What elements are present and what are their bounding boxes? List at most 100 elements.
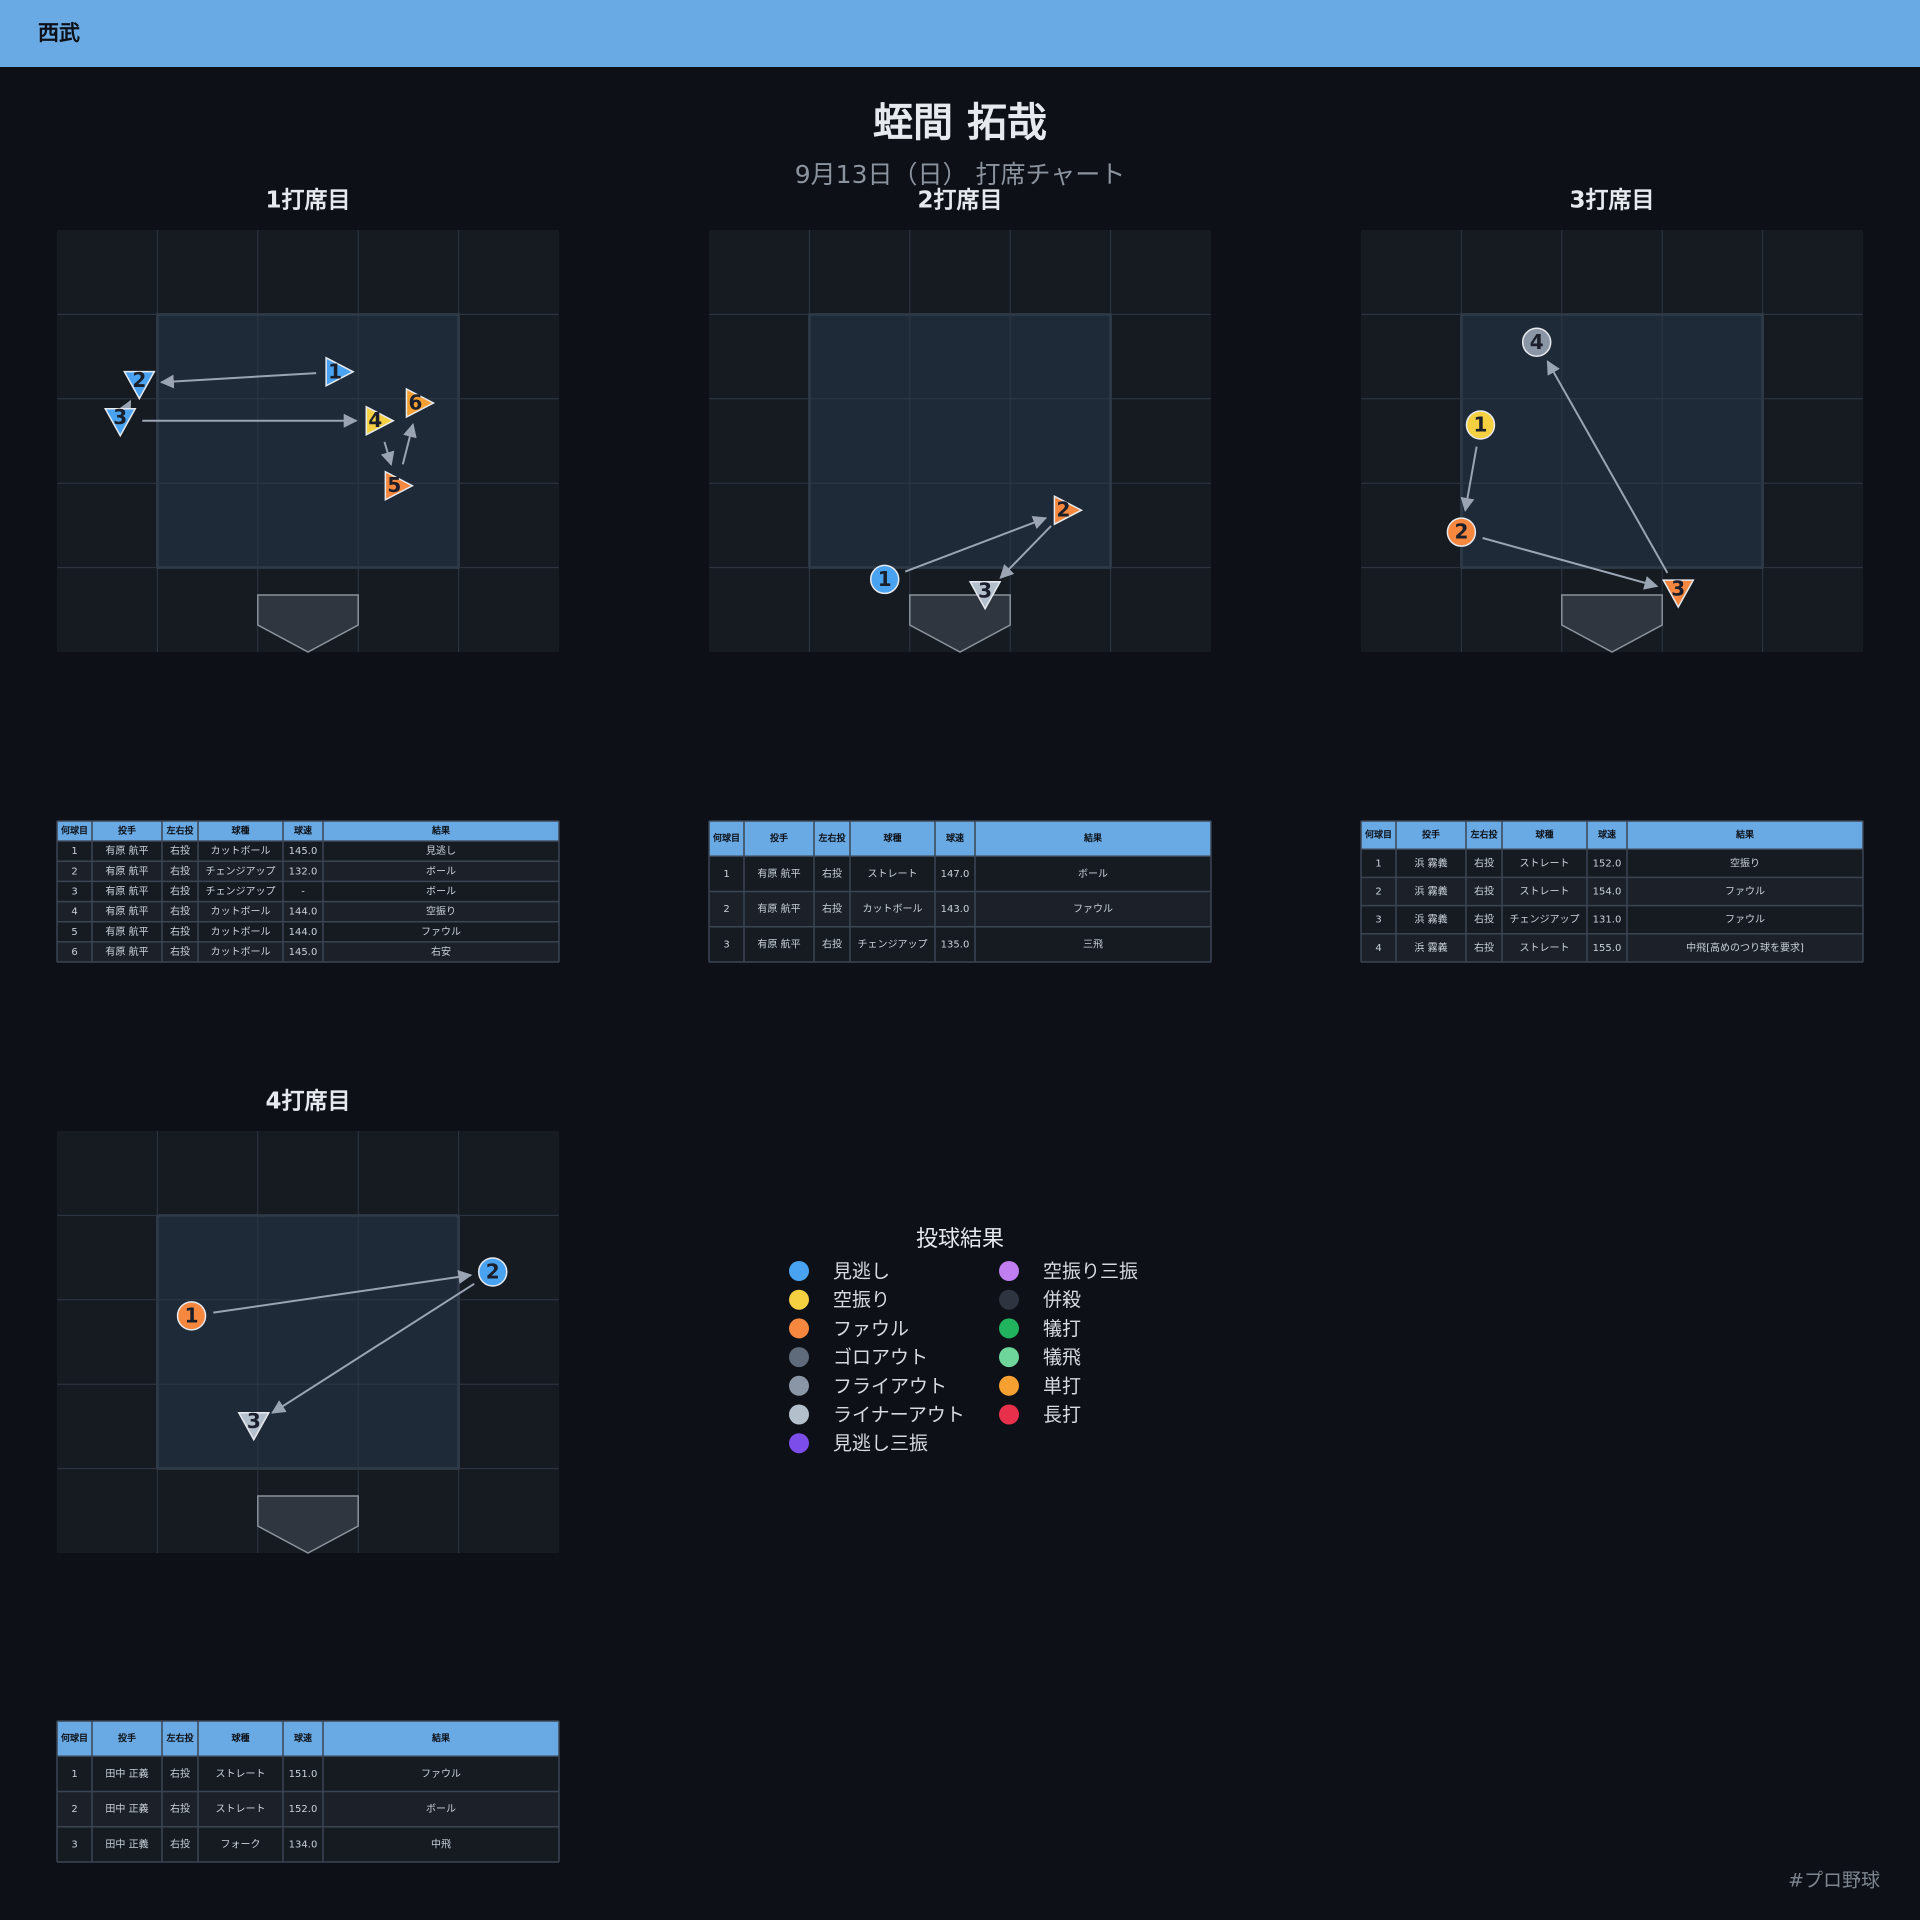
table-row-bg [57, 921, 559, 942]
legend-label: 見逃し [833, 1261, 890, 1283]
table-cell: 2 [71, 866, 77, 877]
legend-swatch [999, 1347, 1019, 1368]
legend-swatch [789, 1404, 809, 1425]
pitch-number: 3 [1671, 577, 1685, 601]
legend-swatch [789, 1289, 809, 1310]
table-cell: 有原 航平 [105, 905, 148, 918]
legend-swatch [789, 1347, 809, 1368]
table-cell: フォーク [221, 1838, 261, 1850]
table-cell: - [301, 887, 305, 898]
table-cell: 2 [1375, 887, 1381, 898]
table-cell: チェンジアップ [206, 865, 276, 877]
header-bar [0, 0, 1920, 67]
strike-zone [156, 1214, 460, 1470]
pitch-number: 2 [1056, 498, 1070, 522]
legend-swatch [999, 1318, 1019, 1339]
sequence-arrow [1482, 537, 1659, 590]
table-cell: 中飛 [431, 1837, 451, 1850]
sequence-arrow [1460, 446, 1478, 512]
table-header-cell: 球速 [1598, 829, 1617, 841]
table-cell: 152.0 [1593, 858, 1622, 869]
table-header-cell: 結果 [431, 825, 451, 837]
table-cell: 右投 [170, 885, 190, 898]
table-cell: 132.0 [289, 866, 318, 877]
table-cell: 右投 [822, 937, 842, 950]
sequence-arrow [401, 422, 417, 465]
legend-label: 犠飛 [1043, 1347, 1081, 1369]
pitch-marker [1446, 517, 1477, 547]
table-header-cell: 投手 [1422, 829, 1440, 841]
pitch-number: 5 [387, 473, 401, 497]
table-cell: 1 [71, 846, 77, 857]
pitch-number: 4 [1530, 330, 1544, 354]
table-cell: ストレート [868, 869, 918, 880]
table-cell: ストレート [1520, 858, 1570, 869]
pitch-marker [968, 581, 1002, 611]
table-cell: カットボール [211, 926, 271, 938]
table-cell: ストレート [216, 1769, 266, 1780]
table-cell: 右投 [170, 905, 190, 918]
table-cell: チェンジアップ [206, 886, 276, 898]
table-row-bg [57, 941, 559, 962]
table-cell: 1 [1375, 858, 1381, 869]
table-row-bg [57, 1826, 559, 1862]
pitch-number: 2 [132, 368, 146, 392]
table-header-cell: 結果 [431, 1732, 451, 1744]
table-cell: 145.0 [289, 846, 318, 857]
pitch-marker [325, 356, 355, 388]
footer-tag: #プロ野球 [1788, 1870, 1880, 1892]
table-cell: 3 [71, 887, 77, 898]
table-cell: 右投 [170, 864, 190, 877]
table-cell: 右投 [1474, 941, 1494, 954]
table-cell: 2 [71, 1804, 77, 1815]
table-cell: 田中 正義 [105, 1802, 148, 1815]
pitch-marker [1661, 579, 1695, 609]
table-cell: 田中 正義 [105, 1837, 148, 1850]
pitch-marker [405, 387, 436, 419]
table-cell: チェンジアップ [858, 938, 928, 950]
pitch-number: 3 [247, 1409, 261, 1433]
legend-label: 空振り三振 [1043, 1261, 1138, 1283]
pitch-number: 2 [1454, 520, 1468, 544]
pitch-marker [176, 1301, 207, 1331]
sequence-arrow [380, 441, 395, 466]
table-cell: 144.0 [289, 927, 318, 938]
table-cell: チェンジアップ [1510, 914, 1580, 926]
legend-label: 長打 [1043, 1404, 1081, 1426]
pitch-marker [477, 1257, 508, 1287]
team-name: 西武 [38, 21, 80, 45]
table-cell: 143.0 [941, 904, 970, 915]
table-cell: ファウル [1073, 903, 1113, 915]
table-row-bg [709, 926, 1211, 962]
table-cell: 有原 航平 [105, 864, 148, 877]
table-header-cell: 何球目 [713, 832, 740, 844]
panel-title: 1打席目 [265, 187, 350, 214]
pitch-number: 1 [328, 359, 342, 383]
table-cell: カットボール [863, 903, 923, 915]
table-cell: 3 [723, 939, 729, 950]
home-plate [257, 1495, 359, 1554]
table-cell: 145.0 [289, 947, 318, 958]
table-cell: 中飛[高めのつり球を要求] [1686, 941, 1804, 954]
table-header-cell: 左右投 [817, 832, 846, 844]
strike-zone [156, 313, 460, 569]
table-cell: ファウル [421, 1768, 461, 1780]
table-cell: 134.0 [289, 1839, 318, 1850]
panel-title: 3打席目 [1569, 187, 1654, 214]
table-header-cell: 球速 [294, 825, 313, 837]
sequence-arrow [159, 372, 317, 389]
table-row-bg [709, 891, 1211, 927]
table-header-cell: 結果 [1083, 832, 1103, 844]
table-row-bg [57, 861, 559, 882]
table-cell: 浜 霧義 [1414, 913, 1447, 926]
table-cell: 131.0 [1593, 915, 1622, 926]
table-header-cell: 球速 [294, 1732, 313, 1744]
pitch-marker [237, 1411, 271, 1442]
legend-swatch [999, 1404, 1019, 1425]
pitch-marker [365, 405, 395, 436]
table-cell: ボール [426, 865, 456, 877]
table-header-cell: 投手 [770, 832, 788, 844]
legend-label: 空振り [833, 1289, 890, 1311]
pitch-marker [1465, 410, 1496, 440]
